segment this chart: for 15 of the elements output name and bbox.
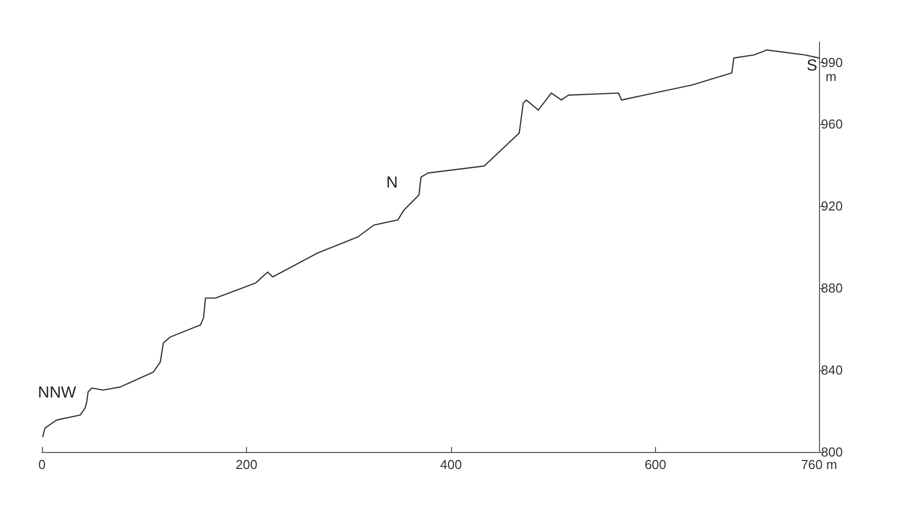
annotation: S — [806, 58, 818, 74]
y-tick-label: 800 — [821, 444, 843, 460]
x-tick-label: 200 — [236, 457, 258, 472]
y-tick-label: 990 — [821, 55, 843, 70]
x-tick-label: 600 — [644, 457, 666, 472]
y-tick-label: 920 — [821, 198, 843, 214]
y-tick-label: 840 — [821, 362, 843, 378]
y-axis-title: m — [826, 69, 836, 84]
y-tick-label: 960 — [821, 116, 843, 132]
y-tick-label: 880 — [821, 280, 843, 296]
x-tick-label: 0 — [38, 457, 46, 472]
x-tick-label: 760 m — [800, 457, 838, 472]
annotation: NNW — [38, 384, 77, 402]
annotation: N — [386, 174, 398, 192]
x-tick-label: 400 — [440, 457, 462, 472]
